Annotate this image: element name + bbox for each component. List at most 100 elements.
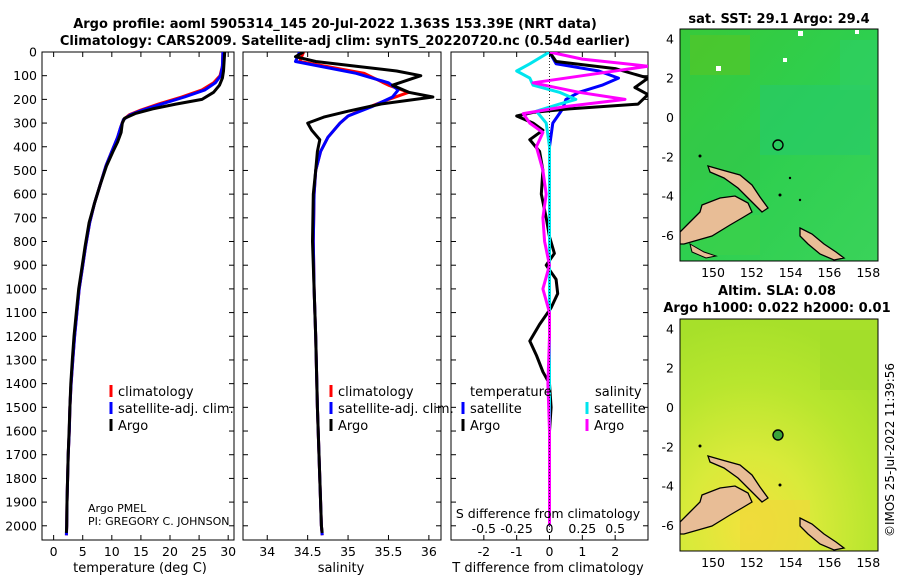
x-tick-label: 34.5 [294,544,322,559]
salinity-difference-tick-labels: -0.5 -0.25 0 0.25 0.5 [472,521,625,536]
y-tick-label: 1800 [5,471,37,486]
argo-position-marker [772,429,784,441]
series-group [64,52,227,536]
legend-label-satellite: satellite-adj. clim. [338,402,454,417]
legend-label-t-satellite: satellite [470,402,522,417]
new-britain-island [680,485,753,535]
legend-label-t-argo: Argo [470,419,500,434]
cloud-gap [783,58,787,62]
copyright-timestamp: ©IMOS 25-Jul-2022 11:39:56 [883,363,897,537]
x-tick-label: 34 [259,544,275,559]
map-x-tick-label: 158 [856,265,880,280]
legend-label-satellite: satellite-adj. clim. [118,402,234,417]
legend-heading-temperature: temperature [470,385,552,400]
argo-position-marker [772,139,784,151]
legend-label-s-satellite: satellite [594,402,646,417]
x-tick-label: 15 [133,544,149,559]
y-tick-label: 200 [13,92,37,107]
sst-map-title: sat. SST: 29.1 Argo: 29.4 [688,12,869,27]
y-tick-label: 1300 [5,352,37,367]
x-tick-label: 36 [421,544,437,559]
map-y-tick-label: 0 [666,400,674,415]
map-y-tick-label: 0 [666,110,674,125]
top-tick-label: 0 [546,521,554,536]
salinity-legend: climatology satellite-adj. clim. Argo [329,385,454,434]
y-tick-label: 500 [13,163,37,178]
series-group [515,52,648,526]
x-tick-label: 5 [79,544,87,559]
y-tick-label: 600 [13,187,37,202]
cloud-gap [716,66,721,71]
map-y-tick-label: 4 [666,31,674,46]
figure-title-line2: Climatology: CARS2009. Satellite-adj cli… [60,34,630,49]
series-salinity-satellite [515,52,578,526]
sla-map-title-line2: Argo h1000: 0.022 h2000: 0.01 [663,301,890,316]
y-tick-label: 1100 [5,305,37,320]
map-x-tick-label: 152 [740,555,764,570]
x-tick-label: 35.5 [375,544,403,559]
top-tick-label: 0.25 [568,521,596,536]
top-tick-label: 0.5 [605,521,625,536]
map-x-tick-label: 156 [818,555,842,570]
x-tick-label: 10 [104,544,120,559]
bougainville-island [799,226,846,261]
map-x-tick-label: 150 [701,555,725,570]
map-x-tick-label: 156 [818,265,842,280]
cloud-gap [798,31,803,36]
salinity-plot-frame [242,51,442,541]
islet [788,176,792,180]
sla-patch [820,330,878,390]
series-argo [294,52,435,534]
y-tick-label: 400 [13,139,37,154]
sst-patch [760,85,870,155]
sla-map-title-line1: Altim. SLA: 0.08 [718,284,836,299]
legend-label-s-argo: Argo [594,419,624,434]
y-tick-label: 1700 [5,447,37,462]
y-tick-label: 1500 [5,400,37,415]
series-group [294,52,435,536]
y-tick-label: 100 [13,68,37,83]
y-tick-label: 800 [13,234,37,249]
x-tick-label: 20 [162,544,178,559]
map-x-tick-label: 150 [701,265,725,280]
islet [698,444,702,448]
y-tick-label: 300 [13,116,37,131]
new-ireland-island [706,165,769,213]
map-x-tick-label: 152 [740,265,764,280]
y-tick-label: 1000 [5,281,37,296]
x-tick-label: -2 [478,544,490,559]
series-temperature-satellite [548,52,620,526]
legend-label-climatology: climatology [338,385,414,400]
difference-top-x-label: S difference from climatology [456,506,641,521]
map-y-tick-label: 2 [666,361,674,376]
legend-label-climatology: climatology [118,385,194,400]
map-y-tick-label: -2 [662,149,674,164]
top-tick-label: -0.25 [500,521,532,536]
map-y-tick-label: -2 [662,439,674,454]
temperature-plot-frame [41,51,235,541]
map-y-tick-label: 2 [666,71,674,86]
x-tick-label: 30 [220,544,236,559]
islet [778,483,782,487]
series-layer [64,52,648,536]
map-x-tick-label: 154 [779,555,803,570]
tick-layer: 0 5 10 15 20 25 300100200300400500600700800900… [5,31,880,570]
y-tick-label: 2000 [5,518,37,533]
y-tick-label: 1400 [5,376,37,391]
x-tick-label: 35 [340,544,356,559]
temperature-x-label: temperature (deg C) [73,561,207,576]
sla-map-frame [679,318,879,552]
y-tick-label: 1900 [5,495,37,510]
islet [698,154,702,158]
legend-label-argo: Argo [338,419,368,434]
temperature-legend: climatology satellite-adj. clim. Argo [109,385,234,434]
y-tick-label: 900 [13,258,37,273]
y-tick-label: 1600 [5,424,37,439]
annotation-institution: Argo PMEL [88,502,147,515]
legend-label-argo: Argo [118,419,148,434]
legend-heading-salinity: salinity [595,385,642,400]
series-argo [64,52,227,533]
map-y-tick-label: -4 [662,479,675,494]
map-x-tick-label: 154 [779,265,803,280]
islet [798,198,802,202]
